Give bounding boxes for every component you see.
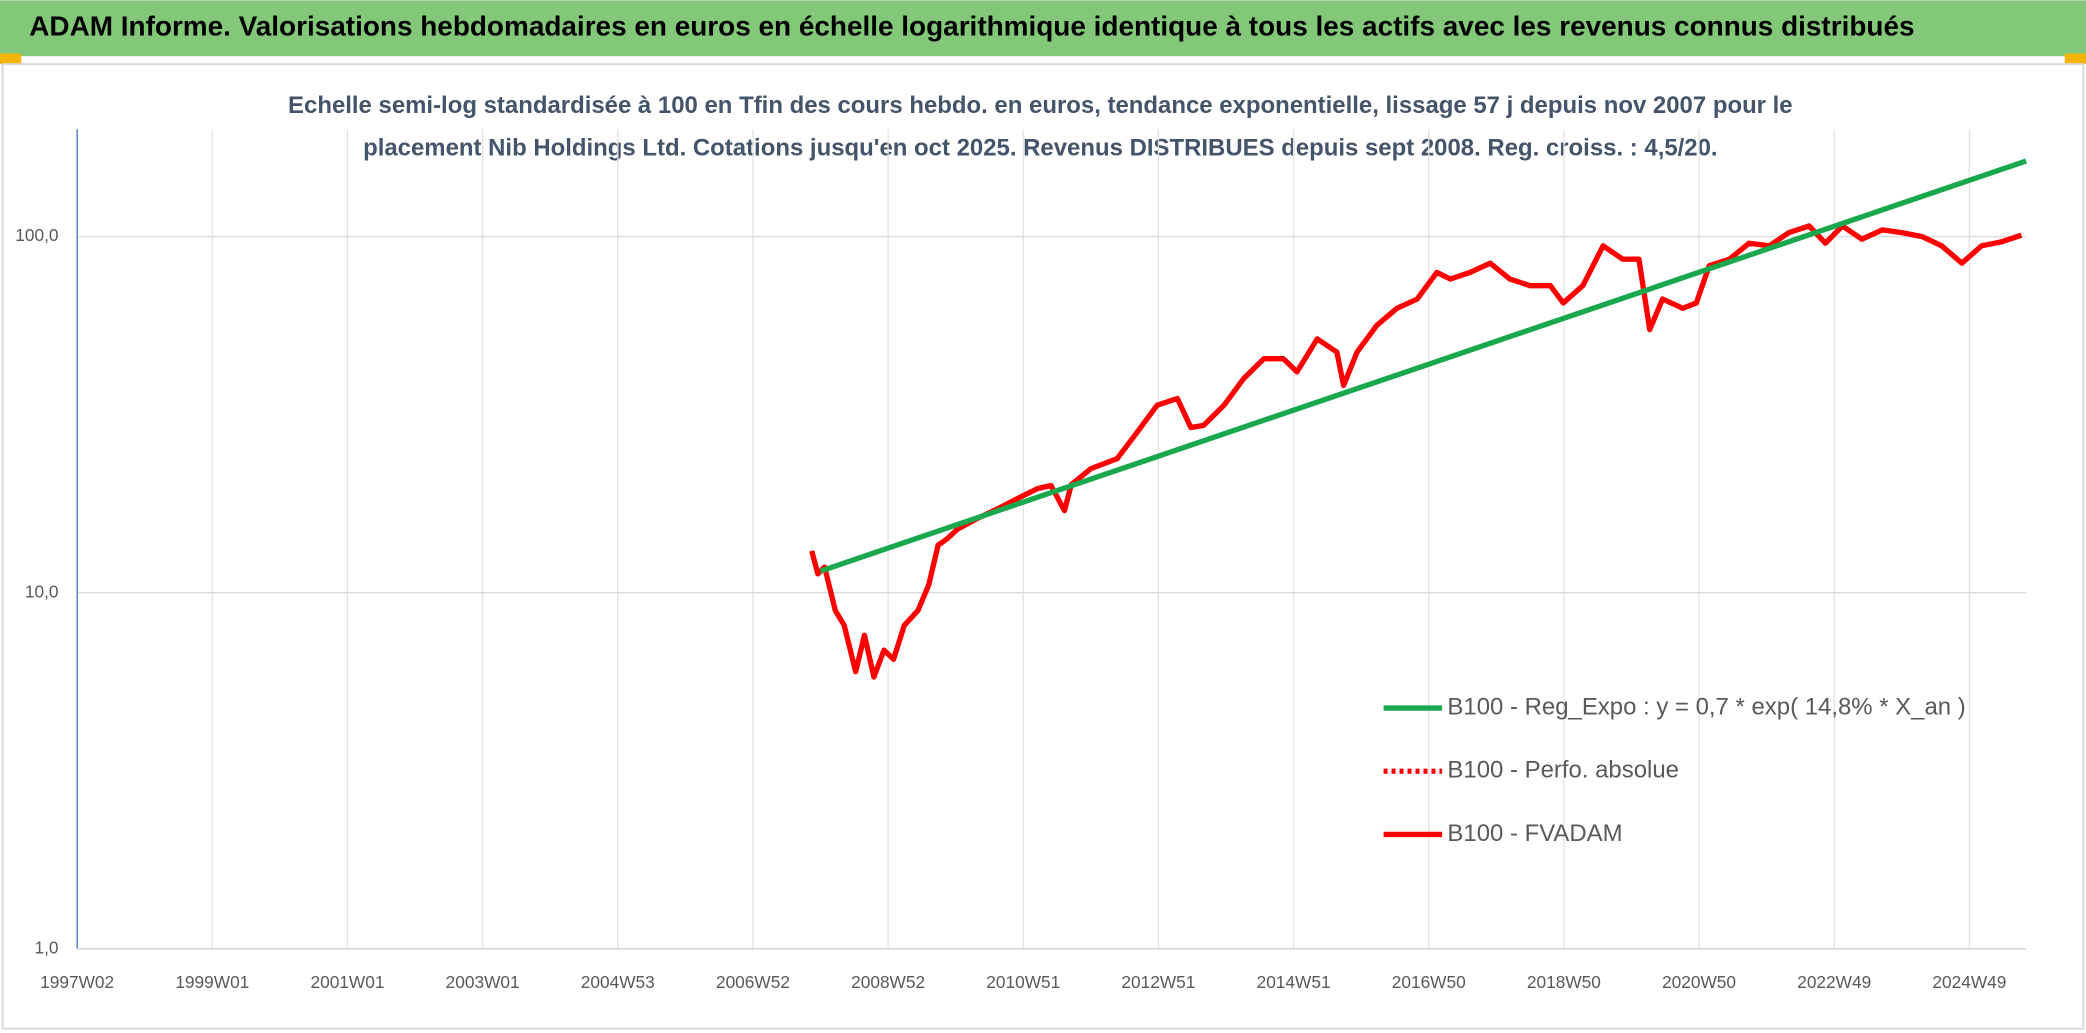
series-line (809, 223, 2023, 680)
x-tick-label: 2006W52 (716, 972, 790, 992)
x-tick-label: 1999W01 (175, 972, 249, 992)
x-tick-label: 2018W50 (1527, 972, 1601, 992)
x-tick-label: 2004W53 (581, 972, 655, 992)
corner (2064, 53, 2086, 65)
x-tick-label: 2024W49 (1932, 972, 2006, 992)
y-tick-label: 100,0 (15, 225, 58, 245)
legend-label: B100 - Perfo. absolue (1447, 757, 1679, 784)
subtitle: Echelle semi-log standardisée à 100 en T… (288, 92, 1793, 119)
x-tick-label: 2012W51 (1121, 972, 1195, 992)
chart-title: ADAM Informe. Valorisations hebdomadaire… (29, 11, 1914, 42)
subtitle: placement Nib Holdings Ltd. Cotations ju… (363, 135, 1718, 162)
chart-frame (1, 63, 2085, 1030)
header-bar (0, 0, 2086, 57)
x-tick-label: 2003W01 (446, 972, 520, 992)
corner (0, 53, 22, 65)
y-tick-label: 1,0 (35, 937, 59, 957)
x-tick-label: 2022W49 (1797, 972, 1871, 992)
x-tick-label: 2010W51 (986, 972, 1060, 992)
x-tick-label: 1997W02 (40, 972, 114, 992)
legend-label: B100 - Reg_Expo : y = 0,7 * exp( 14,8% *… (1447, 693, 1965, 720)
y-tick-label: 10,0 (25, 581, 59, 601)
x-tick-label: 2014W51 (1257, 972, 1331, 992)
legend-label: B100 - FVADAM (1447, 820, 1622, 847)
x-tick-label: 2020W50 (1662, 972, 1736, 992)
x-tick-label: 2016W50 (1392, 972, 1466, 992)
x-tick-label: 2008W52 (851, 972, 925, 992)
x-tick-label: 2001W01 (310, 972, 384, 992)
series-line (819, 158, 2027, 574)
